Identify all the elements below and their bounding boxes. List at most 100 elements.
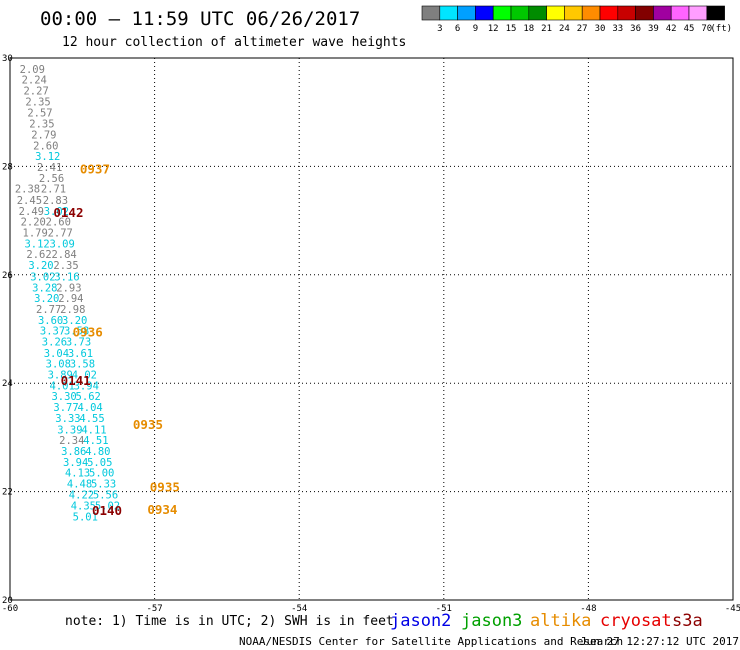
- wave-height-value: 3.16: [54, 271, 79, 283]
- wave-height-value: 3.61: [68, 348, 93, 360]
- wave-height-value: 2.83: [43, 195, 68, 207]
- wave-height-value: 4.02: [72, 370, 97, 382]
- x-tick-label: -51: [436, 604, 452, 614]
- y-axis-ticks: 20 22 24 26 28 30: [2, 54, 13, 606]
- mission-legend: jason2 jason3 altika cryosat s3a: [390, 611, 703, 631]
- legend-label: 45: [684, 24, 695, 34]
- legend-label: 42: [666, 24, 677, 34]
- pass-time-label: 0141: [61, 373, 91, 388]
- legend-swatch: [439, 5, 458, 21]
- wave-height-value: 3.94: [63, 457, 88, 469]
- legend-swatch: [617, 5, 636, 21]
- legend-swatch: [457, 5, 476, 21]
- wave-height-value: 3.20: [62, 315, 87, 327]
- wave-height-value: 2.38: [15, 184, 40, 196]
- wave-height-value: 3.09: [50, 238, 75, 250]
- legend-label: 30: [595, 24, 606, 34]
- legend-swatch: [581, 5, 601, 21]
- wave-height-observations: 2.092.242.272.352.572.352.792.603.122.41…: [15, 64, 120, 524]
- wave-height-value: 3.33: [55, 413, 80, 425]
- wave-height-value: 3.86: [61, 446, 86, 458]
- y-tick-label: 20: [2, 596, 13, 606]
- legend-swatch: [492, 5, 512, 21]
- mission-label: jason2: [390, 611, 451, 631]
- x-tick-label: -60: [2, 604, 18, 614]
- wave-height-value: 2.77: [36, 304, 61, 316]
- x-tick-label: -57: [146, 604, 162, 614]
- wave-height-value: 4.48: [67, 478, 92, 490]
- wave-height-value: 3.37: [40, 326, 65, 338]
- chart-subtitle: 12 hour collection of altimeter wave hei…: [62, 35, 406, 50]
- wave-height-value: 2.94: [58, 293, 83, 305]
- wave-height-value: 3.58: [64, 326, 89, 338]
- legend-label: 9: [473, 24, 478, 34]
- wave-height-value: 5.33: [91, 478, 116, 490]
- wave-height-value: 3.30: [51, 391, 76, 403]
- legend-label: 70: [701, 24, 712, 34]
- wave-height-value: 2.60: [33, 140, 58, 152]
- y-tick-label: 24: [2, 379, 13, 389]
- pass-time-labels: 0937 0142 0936 0141 0935 0935 0140 0934: [53, 162, 180, 518]
- wave-height-value: 5.56: [93, 489, 118, 501]
- wave-height-value: 2.71: [41, 184, 66, 196]
- pass-time-label: 0935: [150, 479, 180, 494]
- wave-height-value: 2.24: [22, 75, 47, 87]
- y-tick-label: 26: [2, 271, 13, 281]
- x-tick-label: -54: [291, 604, 307, 614]
- legend-label: 27: [577, 24, 588, 34]
- legend-label: 21: [541, 24, 552, 34]
- legend-swatch: [599, 5, 619, 21]
- wave-height-value: 2.79: [31, 129, 56, 141]
- wave-height-value: 3.28: [32, 282, 57, 294]
- wave-height-value: 4.13: [65, 468, 90, 480]
- legend-swatch: [635, 5, 654, 21]
- legend-swatch: [688, 5, 708, 21]
- legend-swatch: [706, 5, 725, 21]
- wave-height-value: 3.12: [24, 238, 49, 250]
- x-axis-ticks: -60 -57 -54 -51 -48 -45: [2, 604, 740, 614]
- chart-title: 00:00 – 11:59 UTC 06/26/2017: [40, 8, 360, 30]
- wave-height-value: 4.55: [79, 413, 104, 425]
- y-tick-label: 28: [2, 162, 13, 172]
- wave-height-value: 3.26: [42, 336, 67, 348]
- wave-height-value: 5.01: [73, 512, 98, 524]
- wave-height-value: 4.22: [69, 489, 94, 501]
- legend-unit: (ft): [710, 24, 732, 34]
- wave-height-value: 2.20: [21, 217, 46, 229]
- legend-label: 3: [437, 24, 442, 34]
- wave-height-value: 2.49: [19, 206, 44, 218]
- timestamp-text: Jun 27 12:27:12 UTC 2017: [580, 635, 739, 648]
- wave-height-value: 5.00: [89, 468, 114, 480]
- wave-height-value: 3.08: [46, 359, 71, 371]
- legend-label: 39: [648, 24, 659, 34]
- wave-height-value: 3.04: [44, 348, 69, 360]
- mission-label: cryosat: [600, 611, 672, 631]
- wave-height-value: 3.20: [28, 260, 53, 272]
- wave-height-value: 2.34: [59, 435, 84, 447]
- pass-time-label: 0936: [73, 324, 103, 339]
- pass-time-label: 0937: [80, 162, 110, 177]
- x-tick-label: -48: [580, 604, 596, 614]
- wave-height-value: 4.35: [71, 501, 96, 513]
- y-tick-label: 30: [2, 54, 13, 64]
- pass-time-label: 0935: [133, 417, 163, 432]
- legend-label: 15: [506, 24, 517, 34]
- wave-height-value: 2.57: [27, 108, 52, 120]
- legend-swatch: [528, 5, 547, 21]
- wave-height-value: 2.09: [20, 64, 45, 76]
- wave-height-value: 3.02: [30, 271, 55, 283]
- wave-height-value: 2.45: [17, 195, 42, 207]
- credit-text: NOAA/NESDIS Center for Satellite Applica…: [239, 635, 623, 648]
- pass-time-label: 0142: [53, 205, 83, 220]
- color-scale-legend: 3 6 9 12 15 18 21 24 27 30 33 36 39 42 45 70(ft): [421, 5, 732, 34]
- wave-height-value: 2.27: [23, 86, 48, 98]
- lat-lon-grid: [10, 58, 733, 600]
- wave-height-value: 2.35: [25, 96, 50, 108]
- legend-swatch: [653, 5, 672, 21]
- wave-height-value: 4.04: [77, 402, 102, 414]
- wave-height-value: 5.62: [76, 391, 101, 403]
- legend-label: 18: [523, 24, 534, 34]
- legend-swatch: [421, 5, 441, 21]
